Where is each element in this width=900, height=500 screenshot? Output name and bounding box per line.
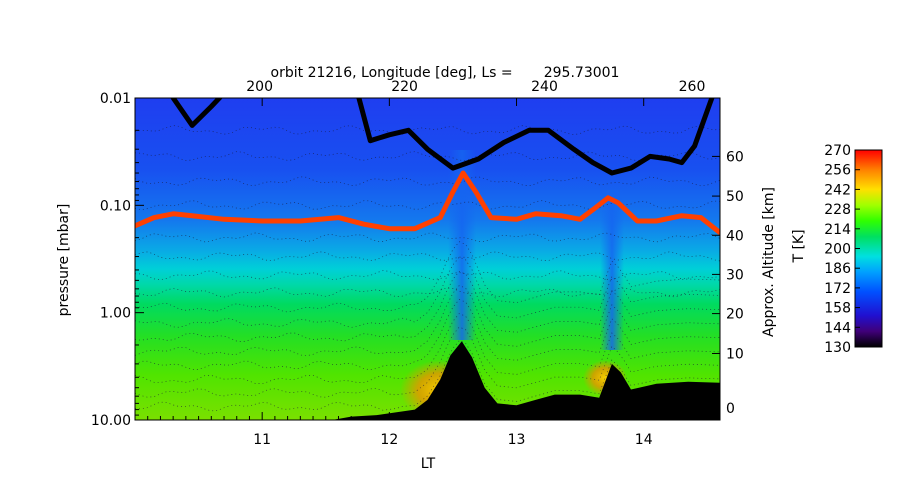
x-axis-label: LT: [421, 456, 436, 472]
colorbar-tick-label: 256: [824, 163, 851, 179]
colorbar-tick-label: 172: [824, 281, 851, 297]
top-tick-label: 220: [391, 79, 418, 95]
right-tick-label: 20: [726, 307, 744, 323]
contour-line: [135, 285, 720, 357]
y-axis-label: pressure [mbar]: [56, 204, 72, 317]
colorbar-tick-label: 186: [824, 261, 851, 277]
surface-topography: [135, 341, 720, 420]
series-line-black: [170, 98, 715, 176]
colorbar-tick-label: 158: [824, 301, 851, 317]
right-tick-label: 40: [726, 228, 744, 244]
x-tick-label: 11: [253, 432, 271, 448]
chart-title: orbit 21216, Longitude [deg], Ls = 295.7…: [271, 65, 620, 81]
axis-ticks: 11 12 13 14 200 220 240 260 10.00 1.00 0.10 0.01 0 10…: [91, 79, 744, 448]
contour-line: [135, 125, 720, 136]
colorbar-ticks: 130 144 158 172 186 200 214 228 242 256 270: [824, 143, 860, 356]
contour-line: [135, 270, 720, 281]
colorbar: [854, 149, 883, 348]
colorbar-tick-label: 144: [824, 320, 851, 336]
right-tick-label: 10: [726, 346, 744, 362]
colorbar-tick-label: 200: [824, 242, 851, 258]
colorbar-tick-label: 228: [824, 202, 851, 218]
x-tick-label: 13: [508, 432, 526, 448]
contour-line: [135, 256, 720, 328]
right-axis-label: Approx. Altitude [km]: [761, 187, 777, 337]
contour-line: [135, 151, 720, 162]
y-tick-label: 0.10: [100, 198, 131, 214]
y-tick-label: 10.00: [91, 413, 131, 429]
colorbar-tick-label: 130: [824, 340, 851, 356]
top-tick-label: 240: [531, 79, 558, 95]
contour-line: [135, 232, 720, 243]
right-tick-label: 0: [726, 401, 735, 417]
y-tick-label: 1.00: [100, 306, 131, 322]
colorbar-tick-label: 242: [824, 182, 851, 198]
right-tick-label: 30: [726, 267, 744, 283]
top-tick-label: 260: [679, 79, 706, 95]
colorbar-tick-label: 214: [824, 222, 851, 238]
y-tick-label: 0.01: [100, 91, 131, 107]
contour-line: [135, 298, 720, 371]
x-tick-label: 12: [380, 432, 398, 448]
temperature-contours: [135, 125, 720, 412]
right-tick-label: 60: [726, 149, 744, 165]
right-tick-label: 50: [726, 189, 744, 205]
x-tick-label: 14: [635, 432, 653, 448]
contour-line: [135, 200, 720, 211]
cold-plume: [600, 190, 624, 350]
contour-line: [135, 340, 720, 412]
contour-line: [135, 251, 720, 262]
contour-line: [135, 176, 720, 187]
contour-line: [135, 287, 720, 298]
contour-line: [135, 313, 720, 385]
heatmap-field: [135, 98, 720, 420]
colorbar-tick-label: 270: [824, 143, 851, 159]
series-line-red: [135, 170, 720, 236]
colorbar-label: T [K]: [791, 229, 807, 263]
top-tick-label: 200: [246, 79, 273, 95]
contour-line: [135, 270, 720, 343]
